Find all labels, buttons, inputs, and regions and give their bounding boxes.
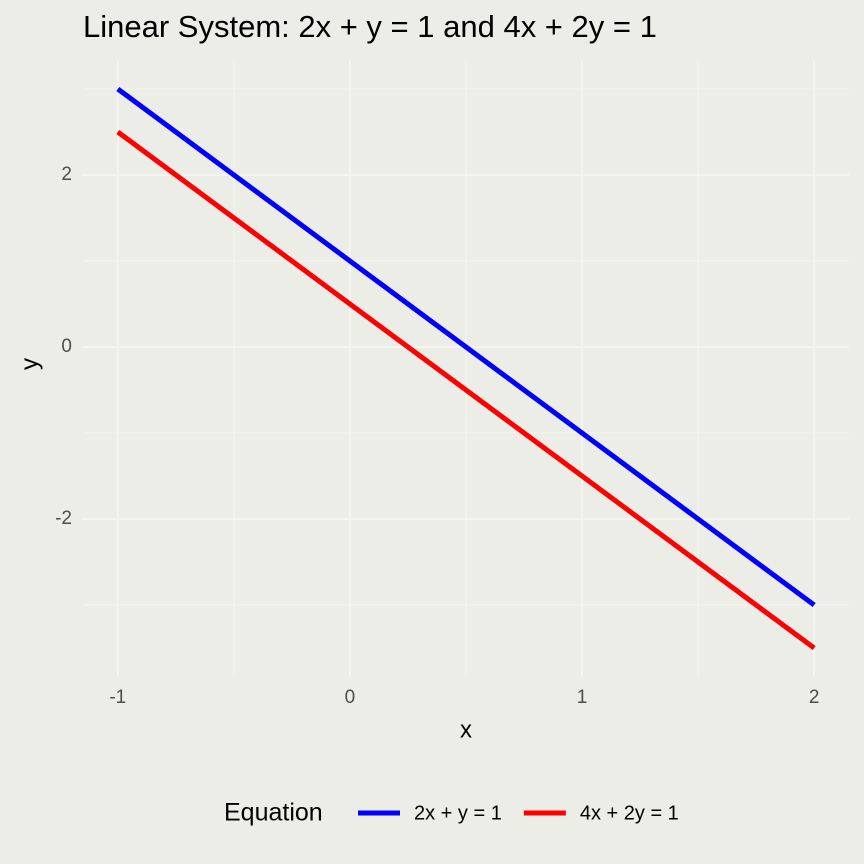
x-tick-label: 0 (345, 687, 356, 708)
y-axis-label: y (16, 358, 43, 370)
y-tick-label: 0 (61, 336, 72, 357)
y-tick-label: 2 (61, 164, 72, 185)
chart-title: Linear System: 2x + y = 1 and 4x + 2y = … (83, 9, 657, 44)
legend-title: Equation (224, 799, 323, 827)
legend-label: 2x + y = 1 (414, 802, 502, 824)
line (116, 86, 816, 608)
legend-label: 4x + 2y = 1 (580, 802, 679, 824)
y-tick-label: -2 (55, 508, 72, 529)
x-tick-label: -1 (109, 687, 126, 708)
x-axis-label: x (460, 716, 472, 743)
line (116, 129, 816, 651)
x-tick-label: 1 (577, 687, 588, 708)
x-tick-label: 2 (809, 687, 820, 708)
